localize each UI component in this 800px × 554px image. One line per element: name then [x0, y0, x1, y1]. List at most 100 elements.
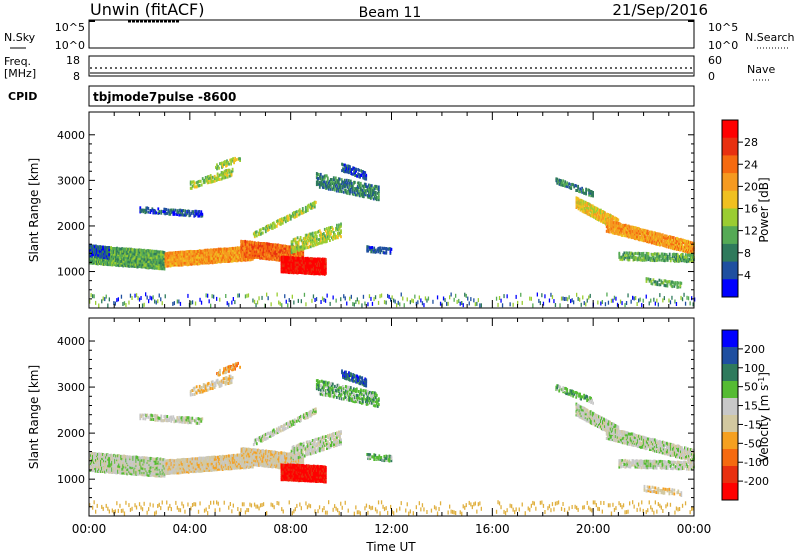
- echo-cell: [680, 253, 683, 256]
- echo-cell: [282, 248, 285, 252]
- ground-scatter-cell: [247, 293, 250, 298]
- echo-cell: [635, 227, 638, 231]
- echo-cell: [110, 464, 112, 468]
- echo-cell: [333, 233, 335, 237]
- echo-cell: [117, 464, 119, 468]
- echo-cell: [305, 257, 308, 261]
- echo-cell: [346, 189, 349, 193]
- echo-cell: [203, 259, 206, 263]
- echo-cell: [137, 251, 140, 255]
- echo-cell: [226, 171, 229, 174]
- echo-cell: [609, 223, 612, 227]
- echo-cell: [559, 181, 562, 184]
- echo-cell: [273, 255, 276, 259]
- echo-cell: [297, 252, 300, 256]
- echo-cell: [137, 248, 140, 252]
- echo-cell: [665, 280, 668, 284]
- echo-cell: [288, 262, 291, 266]
- echo-cell: [373, 250, 376, 254]
- echo-cell: [110, 455, 112, 459]
- echo-cell: [177, 261, 180, 265]
- echo-cell: [310, 204, 313, 208]
- echo-cell: [304, 256, 307, 260]
- echo-cell: [308, 261, 311, 265]
- echo-cell: [356, 185, 359, 188]
- echo-cell: [121, 258, 124, 261]
- echo-cell: [157, 256, 160, 260]
- echo-cell: [111, 468, 113, 472]
- echo-cell: [381, 246, 384, 250]
- echo-cell: [223, 172, 226, 176]
- echo-cell: [367, 245, 370, 249]
- echo-cell: [93, 250, 95, 254]
- echo-cell: [292, 250, 295, 254]
- echo-cell: [321, 175, 324, 179]
- echo-cell: [673, 255, 676, 259]
- echo-cell: [163, 258, 166, 262]
- echo-cell: [153, 209, 156, 212]
- echo-cell: [304, 259, 307, 263]
- echo-cell: [196, 182, 199, 186]
- echo-cell: [258, 254, 261, 258]
- ground-scatter-cell: [279, 301, 281, 306]
- ground-scatter-cell: [415, 301, 417, 306]
- echo-cell: [263, 242, 266, 245]
- echo-cell: [581, 186, 583, 190]
- ground-scatter-cell: [340, 297, 342, 302]
- echo-cell: [264, 254, 267, 258]
- echo-cell: [290, 240, 293, 244]
- echo-cell: [358, 173, 360, 177]
- echo-cell: [109, 246, 111, 250]
- echo-cell: [268, 253, 271, 257]
- echo-cell: [284, 248, 287, 252]
- echo-cell: [263, 256, 266, 260]
- echo-cell: [135, 253, 138, 257]
- echo-cell: [641, 258, 644, 262]
- echo-cell: [268, 242, 271, 246]
- ground-scatter-cell: [361, 303, 363, 308]
- echo-cell: [190, 262, 193, 266]
- echo-cell: [111, 263, 113, 267]
- echo-cell: [340, 229, 342, 233]
- echo-cell: [341, 169, 343, 173]
- echo-cell: [647, 232, 650, 236]
- echo-cell: [246, 247, 249, 250]
- echo-cell: [166, 252, 169, 256]
- echo-cell: [176, 257, 179, 261]
- echo-cell: [258, 250, 261, 254]
- echo-cell: [655, 236, 658, 240]
- echo-cell: [164, 260, 167, 264]
- echo-cell: [587, 212, 590, 216]
- echo-cell: [277, 251, 280, 255]
- echo-cell: [236, 248, 239, 252]
- echo-cell: [256, 243, 259, 247]
- echo-cell: [209, 260, 212, 264]
- echo-cell: [273, 249, 276, 253]
- echo-cell: [116, 252, 118, 256]
- echo-cell: [356, 174, 358, 178]
- echo-cell: [298, 266, 301, 270]
- echo-cell: [298, 238, 301, 242]
- echo-cell: [661, 255, 664, 259]
- echo-cell: [174, 263, 177, 267]
- echo-cell: [591, 190, 593, 194]
- echo-cell: [317, 270, 320, 274]
- echo-cell: [363, 176, 366, 180]
- echo-cell: [182, 213, 185, 217]
- echo-cell: [377, 250, 380, 254]
- echo-cell: [362, 172, 365, 176]
- echo-cell: [585, 189, 587, 193]
- echo-cell: [590, 210, 593, 214]
- echo-cell: [213, 256, 216, 260]
- echo-cell: [100, 255, 102, 259]
- echo-cell: [223, 256, 226, 260]
- echo-cell: [91, 259, 93, 263]
- echo-cell: [642, 254, 645, 258]
- echo-cell: [111, 464, 113, 468]
- echo-cell: [189, 249, 192, 253]
- echo-cell: [235, 256, 238, 260]
- echo-cell: [303, 257, 306, 261]
- echo-cell: [196, 184, 199, 188]
- echo-cell: [366, 187, 369, 191]
- echo-cell: [361, 184, 364, 188]
